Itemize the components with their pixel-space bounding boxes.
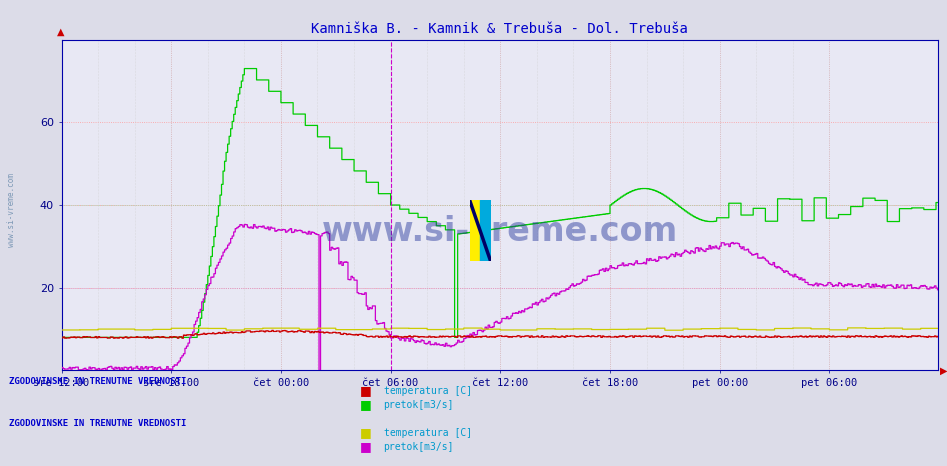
Text: ■: ■ xyxy=(360,440,371,452)
Text: temperatura [C]: temperatura [C] xyxy=(384,428,472,438)
Text: pretok[m3/s]: pretok[m3/s] xyxy=(384,442,454,452)
Text: ■: ■ xyxy=(360,384,371,397)
Text: ZGODOVINSKE IN TRENUTNE VREDNOSTI: ZGODOVINSKE IN TRENUTNE VREDNOSTI xyxy=(9,377,187,386)
Text: pretok[m3/s]: pretok[m3/s] xyxy=(384,400,454,410)
Text: www.si-vreme.com: www.si-vreme.com xyxy=(321,215,678,248)
Text: temperatura [C]: temperatura [C] xyxy=(384,386,472,396)
Bar xyxy=(470,200,480,261)
Title: Kamniška B. - Kamnik & Trebuša - Dol. Trebuša: Kamniška B. - Kamnik & Trebuša - Dol. Tr… xyxy=(312,21,688,36)
Text: ■: ■ xyxy=(360,426,371,439)
Text: ■: ■ xyxy=(360,398,371,411)
Text: ▶: ▶ xyxy=(940,366,947,376)
Text: www.si-vreme.com: www.si-vreme.com xyxy=(7,173,16,247)
Bar xyxy=(480,200,491,261)
Text: ZGODOVINSKE IN TRENUTNE VREDNOSTI: ZGODOVINSKE IN TRENUTNE VREDNOSTI xyxy=(9,419,187,428)
Text: ▲: ▲ xyxy=(58,27,65,37)
